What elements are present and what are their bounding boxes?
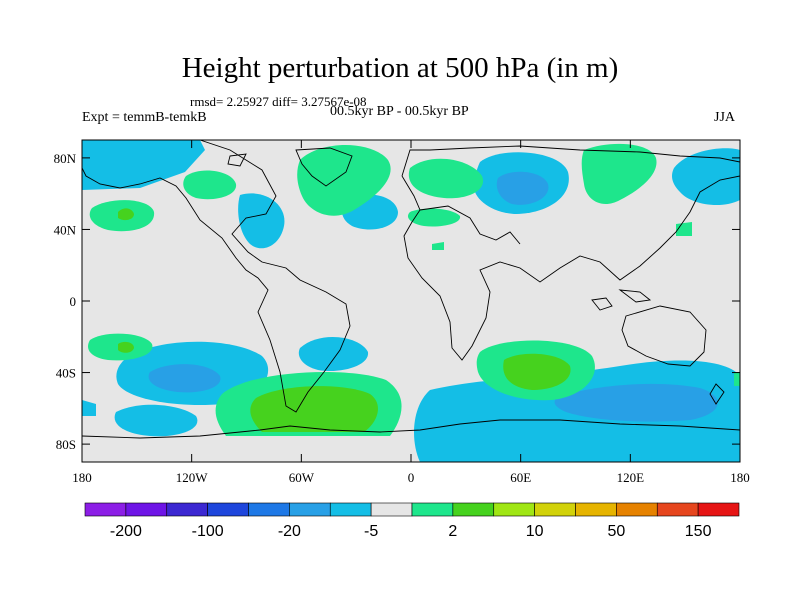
lat-tick-label: 40S: [56, 366, 76, 381]
colorbar-swatch: [248, 502, 290, 517]
longitude-axis: 180 120W 60W 0 60E 120E 180: [72, 140, 750, 485]
anomaly-contours: [82, 140, 740, 462]
lon-tick-label: 180: [730, 470, 750, 485]
chart-title: Height perturbation at 500 hPa (in m): [181, 52, 619, 84]
colorbar-label: -100: [192, 523, 224, 540]
lon-tick-label: 180: [72, 470, 92, 485]
colorbar-label: 10: [526, 523, 544, 540]
colorbar-swatch: [656, 502, 699, 517]
colorbar-label: 150: [685, 523, 712, 540]
lon-tick-label: 0: [408, 470, 415, 485]
colorbar-swatch: [534, 502, 576, 517]
negative-anomaly-core: [148, 171, 718, 422]
colorbar: [84, 502, 740, 517]
colorbar-swatch: [207, 502, 249, 517]
lat-tick-label: 80S: [56, 437, 76, 452]
colorbar-label: -200: [110, 523, 142, 540]
latitude-axis: 80N 40N 0 40S 80S: [54, 151, 740, 452]
colorbar-swatch: [575, 502, 617, 517]
positive-anomaly-core: [118, 208, 571, 432]
colorbar-labels: -200 -100 -20 -5 2 10 50 150: [110, 523, 712, 540]
lon-tick-label: 60E: [510, 470, 531, 485]
colorbar-swatch: [329, 502, 372, 517]
colorbar-swatch: [289, 502, 331, 517]
colorbar-swatch: [493, 502, 535, 517]
colorbar-swatch: [697, 502, 740, 517]
period-label: 00.5kyr BP - 00.5kyr BP: [330, 104, 469, 119]
colorbar-swatch: [84, 502, 127, 517]
colorbar-swatch: [411, 502, 454, 517]
colorbar-swatch: [166, 502, 208, 517]
experiment-label: Expt = temmB-temkB: [82, 110, 207, 125]
colorbar-label: 50: [607, 523, 625, 540]
colorbar-label: 2: [448, 523, 457, 540]
rmsd-label: rmsd= 2.25927 diff= 3.27567e-08: [190, 94, 367, 109]
lon-tick-label: 60W: [289, 470, 315, 485]
lon-tick-label: 120W: [176, 470, 209, 485]
colorbar-label: -5: [364, 523, 378, 540]
lon-tick-label: 120E: [617, 470, 645, 485]
lat-tick-label: 0: [70, 294, 77, 309]
colorbar-swatch: [616, 502, 658, 517]
season-label: JJA: [714, 110, 736, 125]
colorbar-swatch: [370, 502, 413, 517]
coastlines: [82, 140, 740, 439]
colorbar-swatch: [452, 502, 495, 517]
lat-tick-label: 40N: [54, 222, 77, 237]
colorbar-label: -20: [278, 523, 301, 540]
lat-tick-label: 80N: [54, 151, 77, 166]
colorbar-swatch: [125, 502, 168, 517]
